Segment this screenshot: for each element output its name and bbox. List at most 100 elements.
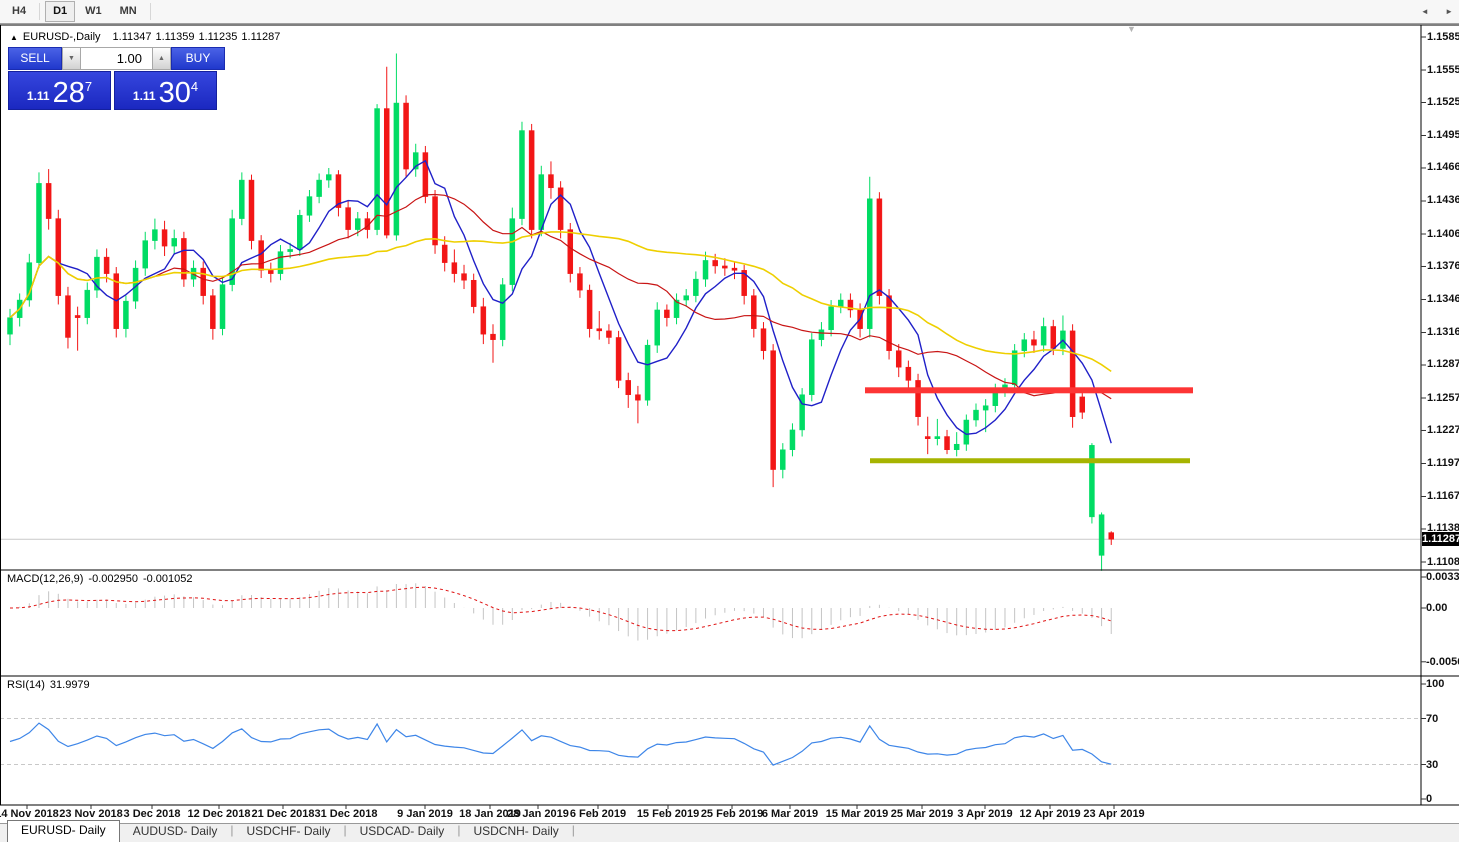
volume-decrease-button[interactable]: ▼ (62, 47, 81, 70)
candle (809, 339, 815, 395)
rsi-axis-label: 100 (1426, 678, 1445, 690)
candle (973, 409, 979, 421)
candle (470, 279, 477, 307)
candle (741, 270, 747, 296)
candle (36, 183, 42, 263)
tab-scroll-arrows: ◄ ► (1407, 7, 1453, 16)
rsi-axis-label: 30 (1426, 759, 1439, 771)
symbol-tabs: EURUSD- Daily AUDUSD- Daily | USDCHF- Daily… (0, 820, 575, 842)
price-axis-label: 1.12570 (1427, 392, 1459, 404)
tab-usdchf-daily[interactable]: USDCHF- Daily (246, 824, 331, 838)
rsi-indicator (0, 718, 1421, 766)
candle (828, 306, 834, 331)
candle (895, 350, 902, 368)
timeframe-button-d1[interactable]: D1 (45, 1, 76, 22)
buy-button[interactable]: BUY (171, 47, 225, 70)
candle (1031, 339, 1037, 346)
tab-eurusd-daily[interactable]: EURUSD- Daily (7, 820, 120, 842)
price-axis-label: 1.15255 (1427, 96, 1459, 108)
ohlc-close: 1.11287 (241, 31, 281, 43)
volume-input[interactable] (81, 47, 152, 70)
tab-usdcnh-daily[interactable]: USDCNH- Daily (473, 824, 559, 838)
rsi-label: RSI(14) 31.9979 (7, 679, 90, 691)
candle (635, 394, 641, 401)
price-axis-label: 1.13165 (1427, 326, 1459, 338)
candle (876, 198, 883, 296)
candle (7, 317, 13, 335)
candle (181, 238, 187, 280)
rsi-name: RSI(14) (7, 679, 45, 691)
date-axis-label: 3 Dec 2018 (123, 808, 181, 820)
candle (615, 337, 622, 381)
volume-increase-button[interactable]: ▲ (152, 47, 171, 70)
candle (1040, 326, 1047, 346)
ma-period-16 (9, 193, 1112, 400)
candle (838, 299, 844, 307)
candle (722, 265, 728, 269)
price-axis-label: 1.11380 (1427, 522, 1459, 534)
candle (94, 256, 100, 291)
candle (200, 267, 206, 296)
collapse-triangle-icon[interactable]: ▲ (10, 33, 18, 42)
macd-signal-line (9, 586, 1112, 632)
tab-audusd-daily[interactable]: AUDUSD- Daily (132, 824, 218, 838)
candle (268, 270, 274, 274)
candle (625, 380, 631, 395)
candle (55, 218, 62, 296)
toolbar-separator (39, 3, 41, 20)
candle (161, 229, 168, 247)
candle (123, 300, 129, 329)
candle (847, 299, 854, 311)
candle (490, 333, 496, 340)
candle (335, 174, 342, 208)
macd-indicator (9, 583, 1112, 641)
tab-separator: | (571, 823, 575, 837)
date-axis-label: 23 Nov 2018 (59, 808, 123, 820)
sell-price-display[interactable]: 1.11 28 7 (8, 71, 111, 110)
buy-price-big-digits: 30 (158, 77, 191, 109)
timeframe-button-w1[interactable]: W1 (85, 5, 102, 17)
one-click-trading-panel: SELL ▼ ▲ BUY 1.11 28 7 1.11 30 4 (8, 47, 225, 110)
price-axis-label: 1.15850 (1427, 31, 1459, 43)
tab-separator: | (343, 823, 347, 837)
sell-price-prefix: 1.11 (26, 89, 50, 103)
candle (480, 306, 487, 335)
tab-usdcad-daily[interactable]: USDCAD- Daily (359, 824, 445, 838)
candle (297, 215, 303, 250)
date-axis-label: 15 Mar 2019 (825, 808, 889, 820)
sell-price-pipette: 7 (84, 79, 93, 94)
tab-scroll-left-icon[interactable]: ◄ (1420, 7, 1429, 16)
timeframe-button-h4[interactable]: H4 (12, 5, 27, 17)
sell-button[interactable]: SELL (8, 47, 62, 70)
candle (982, 405, 989, 411)
candle (103, 256, 110, 274)
date-axis-label: 6 Mar 2019 (761, 808, 819, 820)
candle (731, 267, 738, 271)
chart-shift-marker-icon[interactable]: ▼ (1127, 24, 1136, 34)
price-axis-label: 1.12870 (1427, 358, 1459, 370)
rsi-axis-label: 0 (1426, 793, 1433, 805)
candle (277, 251, 284, 274)
buy-price-display[interactable]: 1.11 30 4 (114, 71, 217, 110)
candle (548, 174, 554, 189)
timeframe-button-mn[interactable]: MN (119, 5, 137, 17)
candle (567, 229, 574, 274)
macd-value-main: -0.002950 (88, 573, 138, 585)
candle (915, 380, 921, 417)
date-axis-label: 25 Feb 2019 (700, 808, 764, 820)
candle (403, 102, 409, 170)
candle (577, 273, 583, 291)
tab-scroll-right-icon[interactable]: ► (1445, 7, 1453, 16)
symbol-period-label: EURUSD-,Daily (22, 31, 101, 43)
candle (451, 262, 458, 274)
candle (65, 295, 71, 338)
panel-frames (0, 24, 1459, 806)
candle (606, 330, 612, 338)
candle (74, 315, 81, 318)
ohlc-low: 1.11235 (198, 31, 238, 43)
candle (441, 244, 448, 263)
candle (789, 429, 796, 450)
sell-price-big-digits: 28 (52, 77, 85, 109)
